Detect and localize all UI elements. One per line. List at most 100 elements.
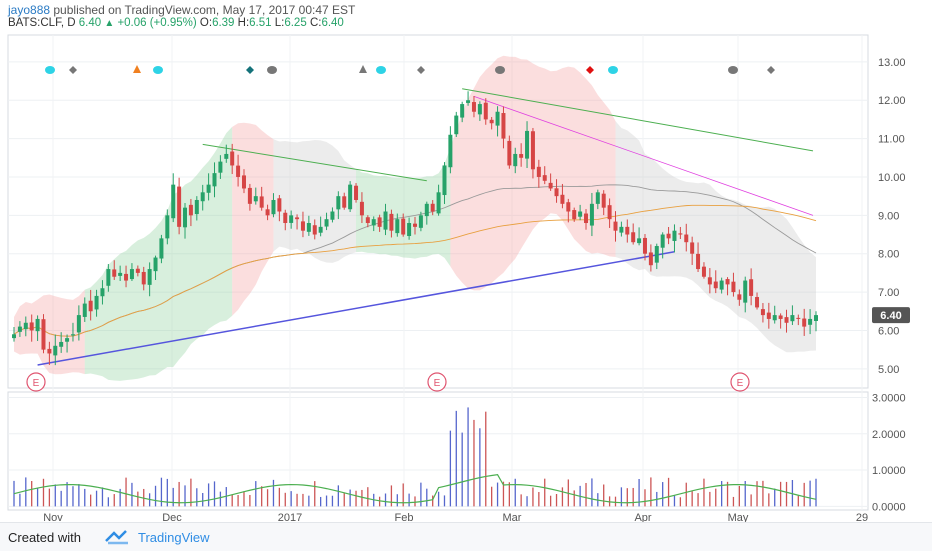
candle-body — [401, 218, 406, 235]
candle-body — [259, 196, 264, 208]
candle-body — [383, 211, 388, 230]
magenta-trendline — [473, 96, 814, 216]
volume-tick-label: 3.0000 — [872, 392, 906, 404]
footer: Created with TradingView — [0, 522, 932, 551]
candle-body — [613, 221, 618, 231]
price-tick-label: 7.00 — [878, 287, 899, 299]
candle-body — [530, 131, 535, 170]
candle-body — [601, 193, 606, 208]
candle-body — [118, 272, 123, 276]
candle-body — [300, 221, 305, 231]
time-tick-label: 2017 — [278, 512, 302, 522]
price-tick-label: 13.00 — [878, 57, 906, 69]
candle-body — [88, 300, 93, 312]
signal-diamond-icon — [417, 66, 425, 74]
candle-body — [578, 211, 583, 217]
candle-body — [65, 338, 70, 342]
candle-body — [17, 326, 22, 332]
candle-body — [124, 273, 129, 281]
open-value: 6.39 — [212, 17, 235, 29]
candle-body — [766, 312, 771, 319]
candle-body — [76, 315, 81, 333]
candle-body — [755, 297, 760, 308]
price-tick-label: 12.00 — [878, 95, 906, 107]
candle-body — [23, 322, 28, 330]
signal-dot-icon — [267, 66, 277, 74]
band-down-2 — [232, 122, 274, 316]
volume-ma-line — [13, 474, 817, 504]
high-label: H: — [237, 17, 250, 29]
candle-body — [525, 130, 530, 159]
low-label: L: — [274, 17, 285, 29]
candle-body — [165, 215, 170, 239]
candle-body — [271, 199, 276, 215]
candle-body — [513, 153, 518, 167]
candle-body — [171, 184, 176, 219]
candle-body — [542, 175, 547, 181]
volume-tick-label: 0.0000 — [872, 501, 906, 513]
candle-body — [607, 205, 612, 220]
candle-body — [796, 317, 801, 319]
candle-body — [413, 223, 417, 227]
candle-body — [737, 294, 742, 300]
candle-body — [642, 237, 647, 254]
candle-body — [772, 315, 777, 321]
candle-body — [354, 185, 359, 200]
candle-body — [625, 226, 630, 235]
candle-body — [430, 203, 435, 212]
candle-body — [749, 279, 754, 296]
last-price: 6.40 — [78, 17, 102, 29]
candle-body — [743, 280, 748, 303]
blue-trendline — [37, 251, 675, 366]
candle-body — [241, 175, 246, 189]
candle-body — [760, 309, 765, 316]
open-label: O: — [199, 17, 213, 29]
green-trendline — [462, 88, 814, 152]
candle-body — [554, 188, 559, 197]
candle-body — [790, 315, 795, 322]
candle-body — [589, 203, 594, 226]
candle-body — [489, 119, 494, 124]
candle-body — [371, 219, 376, 226]
price-tick-label: 10.00 — [878, 172, 906, 184]
candle-body — [666, 233, 671, 239]
candle-body — [442, 165, 447, 196]
candle-body — [660, 234, 665, 248]
earnings-marker-icon — [730, 372, 750, 392]
candle-body — [448, 134, 453, 168]
time-tick-label: Apr — [634, 512, 651, 522]
candle-body — [283, 212, 288, 224]
candle-body — [548, 182, 553, 189]
candle-body — [70, 334, 75, 336]
time-tick-label: Nov — [43, 512, 63, 522]
candle-body — [206, 184, 211, 193]
time-tick-label: Feb — [395, 512, 414, 522]
candle-body — [35, 318, 40, 332]
publisher-username[interactable]: jayo888 — [8, 3, 51, 17]
green-trendline-2 — [202, 143, 427, 182]
candle-body — [696, 253, 701, 270]
candle-body — [678, 233, 683, 235]
publish-info: published on TradingView.com, May 17, 20… — [50, 3, 356, 17]
candle-body — [359, 201, 364, 216]
candle-body — [407, 223, 412, 237]
candle-body — [82, 303, 87, 317]
candle-body — [507, 140, 512, 166]
candle-body — [566, 202, 571, 212]
candle-body — [159, 238, 164, 259]
band-down-3 — [450, 55, 533, 291]
volume-tick-label: 1.0000 — [872, 465, 906, 477]
price-tick-label: 5.00 — [878, 364, 899, 376]
last-price-tag-label: 6.40 — [880, 310, 901, 322]
candle-body — [572, 210, 577, 220]
candle-body — [306, 223, 311, 232]
price-change: +0.06 (+0.95%) — [117, 17, 197, 29]
candle-body — [253, 196, 258, 202]
tradingview-brand[interactable]: TradingView — [138, 530, 210, 545]
price-chart[interactable]: 13.00 12.00 11.00 10.00 9.00 8.00 7.00 6.00 5.00… — [0, 0, 932, 522]
last-price-tag — [872, 307, 910, 324]
low-value: 6.25 — [284, 17, 307, 29]
signal-diamond-icon — [69, 66, 77, 74]
candle-body — [94, 295, 99, 310]
candle-body — [59, 341, 64, 347]
